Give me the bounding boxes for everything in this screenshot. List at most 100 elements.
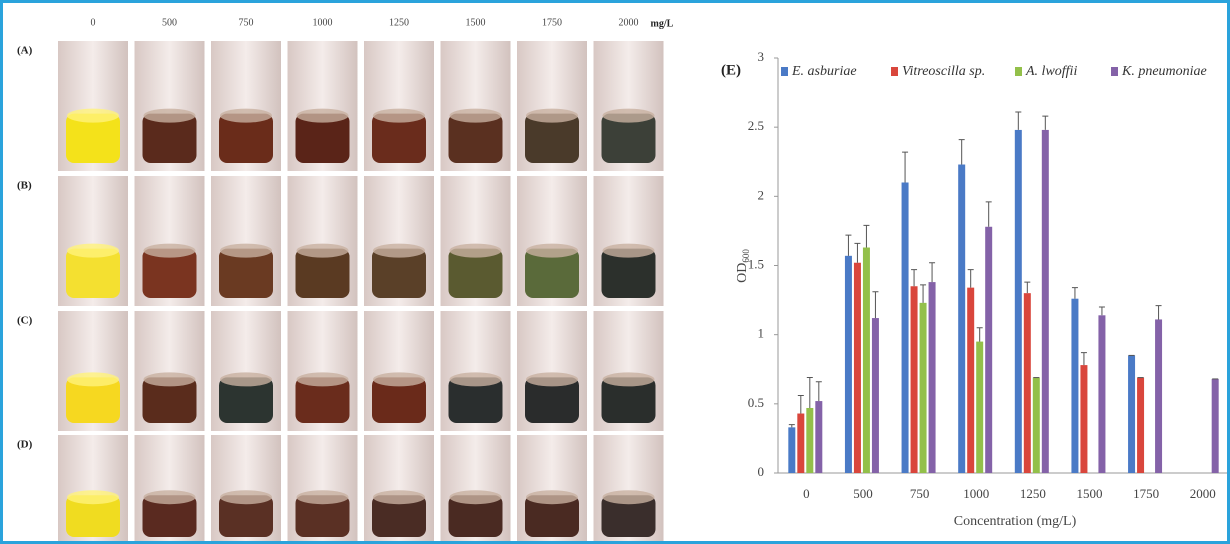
legend-label: E. asburiae bbox=[791, 64, 857, 79]
legend-swatch bbox=[781, 67, 788, 76]
tube-rim bbox=[220, 490, 272, 504]
tube-rim bbox=[526, 490, 578, 504]
x-tick-label: 0 bbox=[803, 486, 810, 501]
tube-rim bbox=[373, 244, 425, 258]
tube-rim bbox=[220, 244, 272, 258]
tube-rim bbox=[450, 109, 502, 123]
panel-label: (E) bbox=[721, 62, 741, 78]
error-bar bbox=[1156, 306, 1162, 320]
error-bar bbox=[1024, 282, 1030, 293]
error-bar bbox=[959, 140, 965, 165]
bar bbox=[1137, 378, 1144, 473]
error-bar bbox=[1072, 288, 1078, 299]
tube-rim bbox=[450, 490, 502, 504]
column-label: 1000 bbox=[313, 17, 333, 28]
x-tick-label: 750 bbox=[910, 486, 930, 501]
error-bar bbox=[920, 285, 926, 303]
bar bbox=[1024, 293, 1031, 473]
y-tick-label: 1 bbox=[758, 326, 765, 341]
x-tick-label: 2000 bbox=[1190, 486, 1216, 501]
tube-rim bbox=[603, 372, 655, 386]
bar bbox=[788, 427, 795, 473]
tube-rim bbox=[144, 244, 196, 258]
tube-rim bbox=[220, 109, 272, 123]
error-bar bbox=[1099, 307, 1105, 315]
error-bar bbox=[1081, 353, 1087, 365]
bar bbox=[929, 282, 936, 473]
bar bbox=[854, 263, 861, 473]
bar bbox=[902, 183, 909, 474]
tube-rim bbox=[297, 244, 349, 258]
row-label: (D) bbox=[17, 439, 33, 451]
tube-rim bbox=[144, 490, 196, 504]
bar bbox=[1128, 355, 1135, 473]
error-bar bbox=[798, 396, 804, 414]
x-tick-label: 1500 bbox=[1076, 486, 1102, 501]
bar bbox=[976, 342, 983, 473]
error-bar bbox=[929, 263, 935, 282]
column-label: 2000 bbox=[619, 17, 639, 28]
bar bbox=[1098, 315, 1105, 473]
error-bar bbox=[902, 152, 908, 182]
error-bar bbox=[968, 270, 974, 288]
x-tick-label: 1750 bbox=[1133, 486, 1159, 501]
y-tick-label: 0.5 bbox=[748, 395, 764, 410]
bar bbox=[806, 408, 813, 473]
column-label: 0 bbox=[91, 17, 96, 28]
unit-label: mg/L bbox=[651, 18, 674, 29]
bar bbox=[815, 401, 822, 473]
bar bbox=[985, 227, 992, 473]
error-bar bbox=[789, 425, 795, 428]
error-bar bbox=[807, 378, 813, 408]
tube-rim bbox=[67, 244, 119, 258]
column-label: 1250 bbox=[389, 17, 409, 28]
tube-rim bbox=[603, 490, 655, 504]
tube-rim bbox=[526, 372, 578, 386]
tube-rim bbox=[144, 109, 196, 123]
tube-rim bbox=[450, 372, 502, 386]
bar bbox=[958, 165, 965, 473]
error-bar bbox=[911, 270, 917, 287]
tube-rim bbox=[144, 372, 196, 386]
bar bbox=[1042, 130, 1049, 473]
y-tick-label: 1.5 bbox=[748, 256, 764, 271]
x-axis-label: Concentration (mg/L) bbox=[954, 514, 1077, 529]
bar bbox=[1071, 299, 1078, 473]
figure: (E) Concentration (mg/L) OD600 050075010… bbox=[0, 0, 1230, 544]
legend-swatch bbox=[1015, 67, 1022, 76]
bar bbox=[1155, 319, 1162, 473]
column-label: 1500 bbox=[466, 17, 486, 28]
tube-rim bbox=[450, 244, 502, 258]
error-bar bbox=[977, 328, 983, 342]
bar bbox=[797, 414, 804, 473]
column-label: 1750 bbox=[542, 17, 562, 28]
tube-rim bbox=[373, 109, 425, 123]
bar bbox=[1212, 379, 1219, 473]
error-bar bbox=[863, 225, 869, 247]
tube-rim bbox=[373, 490, 425, 504]
error-bar bbox=[1015, 112, 1021, 130]
bar bbox=[1033, 378, 1040, 473]
bar bbox=[967, 288, 974, 473]
tube-rim bbox=[297, 109, 349, 123]
tube-rim bbox=[67, 490, 119, 504]
y-tick-label: 0 bbox=[758, 464, 765, 479]
column-label: 500 bbox=[162, 17, 177, 28]
row-label: (C) bbox=[17, 315, 33, 327]
tube-rim bbox=[526, 109, 578, 123]
tube-rim bbox=[603, 109, 655, 123]
legend-swatch bbox=[891, 67, 898, 76]
error-bar bbox=[986, 202, 992, 227]
error-bar bbox=[872, 292, 878, 318]
x-tick-label: 500 bbox=[853, 486, 873, 501]
x-tick-label: 1000 bbox=[963, 486, 989, 501]
bar bbox=[1015, 130, 1022, 473]
bar bbox=[863, 248, 870, 473]
tube-rim bbox=[297, 490, 349, 504]
error-bar bbox=[816, 382, 822, 401]
legend-label: Vitreoscilla sp. bbox=[902, 64, 985, 79]
legend-label: K. pneumoniae bbox=[1121, 64, 1207, 79]
bar bbox=[1080, 365, 1087, 473]
bar bbox=[845, 256, 852, 473]
